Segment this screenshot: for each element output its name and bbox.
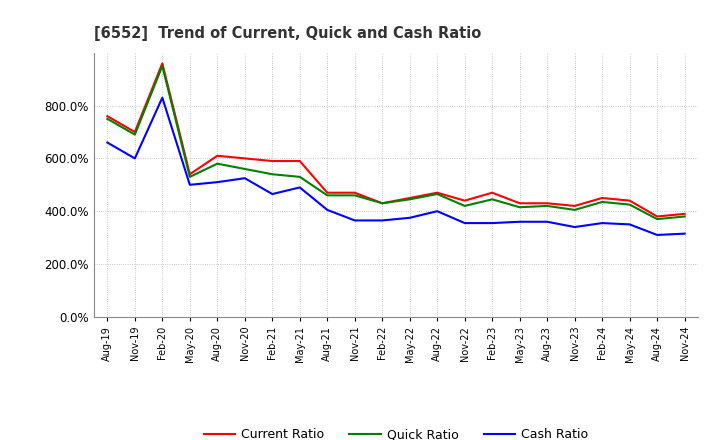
Current Ratio: [653, 214, 662, 219]
Cash Ratio: [378, 218, 387, 223]
Cash Ratio: [240, 176, 249, 181]
Quick Ratio: [351, 193, 359, 198]
Cash Ratio: [626, 222, 634, 227]
Current Ratio: [680, 211, 689, 216]
Cash Ratio: [186, 182, 194, 187]
Current Ratio: [158, 61, 166, 66]
Cash Ratio: [158, 95, 166, 100]
Quick Ratio: [103, 116, 112, 121]
Current Ratio: [405, 195, 414, 201]
Quick Ratio: [543, 203, 552, 209]
Cash Ratio: [488, 220, 497, 226]
Quick Ratio: [653, 216, 662, 222]
Current Ratio: [570, 203, 579, 209]
Quick Ratio: [240, 166, 249, 172]
Quick Ratio: [598, 199, 606, 205]
Cash Ratio: [598, 220, 606, 226]
Current Ratio: [516, 201, 524, 206]
Current Ratio: [378, 201, 387, 206]
Legend: Current Ratio, Quick Ratio, Cash Ratio: Current Ratio, Quick Ratio, Cash Ratio: [199, 423, 593, 440]
Cash Ratio: [516, 219, 524, 224]
Cash Ratio: [213, 180, 222, 185]
Quick Ratio: [295, 174, 304, 180]
Current Ratio: [598, 195, 606, 201]
Quick Ratio: [323, 193, 332, 198]
Cash Ratio: [405, 215, 414, 220]
Cash Ratio: [295, 185, 304, 190]
Quick Ratio: [213, 161, 222, 166]
Current Ratio: [323, 190, 332, 195]
Quick Ratio: [680, 214, 689, 219]
Cash Ratio: [460, 220, 469, 226]
Current Ratio: [213, 153, 222, 158]
Cash Ratio: [351, 218, 359, 223]
Current Ratio: [268, 158, 276, 164]
Quick Ratio: [378, 201, 387, 206]
Quick Ratio: [405, 197, 414, 202]
Cash Ratio: [543, 219, 552, 224]
Quick Ratio: [460, 203, 469, 209]
Current Ratio: [351, 190, 359, 195]
Cash Ratio: [433, 209, 441, 214]
Current Ratio: [295, 158, 304, 164]
Quick Ratio: [626, 202, 634, 207]
Current Ratio: [186, 172, 194, 177]
Cash Ratio: [653, 232, 662, 238]
Quick Ratio: [158, 63, 166, 69]
Current Ratio: [626, 198, 634, 203]
Current Ratio: [543, 201, 552, 206]
Current Ratio: [130, 129, 139, 135]
Line: Current Ratio: Current Ratio: [107, 63, 685, 216]
Current Ratio: [460, 198, 469, 203]
Current Ratio: [488, 190, 497, 195]
Line: Cash Ratio: Cash Ratio: [107, 98, 685, 235]
Quick Ratio: [130, 132, 139, 137]
Cash Ratio: [323, 207, 332, 213]
Text: [6552]  Trend of Current, Quick and Cash Ratio: [6552] Trend of Current, Quick and Cash …: [94, 26, 481, 41]
Quick Ratio: [570, 207, 579, 213]
Cash Ratio: [570, 224, 579, 230]
Cash Ratio: [268, 191, 276, 197]
Quick Ratio: [433, 191, 441, 197]
Quick Ratio: [268, 172, 276, 177]
Cash Ratio: [680, 231, 689, 236]
Cash Ratio: [130, 156, 139, 161]
Quick Ratio: [186, 174, 194, 180]
Current Ratio: [240, 156, 249, 161]
Quick Ratio: [488, 197, 497, 202]
Cash Ratio: [103, 140, 112, 145]
Current Ratio: [103, 114, 112, 119]
Current Ratio: [433, 190, 441, 195]
Quick Ratio: [516, 205, 524, 210]
Line: Quick Ratio: Quick Ratio: [107, 66, 685, 219]
